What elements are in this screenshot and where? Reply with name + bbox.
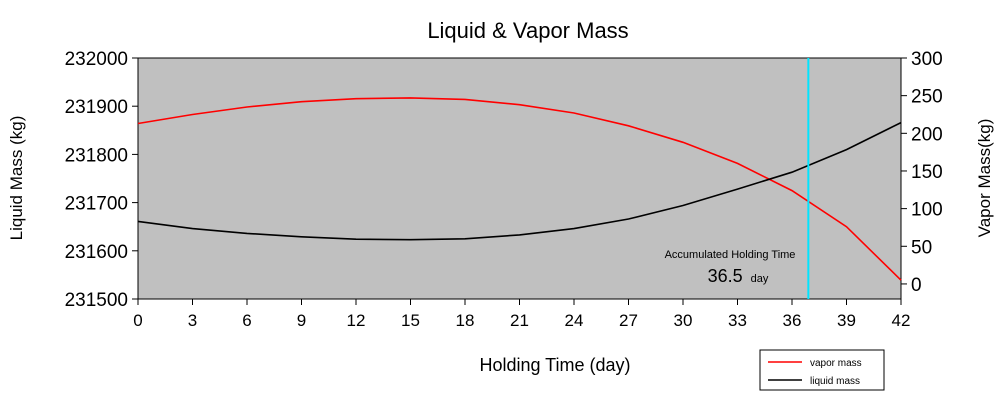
series-line-vapor-mass xyxy=(137,97,902,281)
legend-label-liquid: liquid mass xyxy=(810,376,860,387)
y-left-tick-label: 232000 xyxy=(65,49,128,70)
y-right-tick-label: 150 xyxy=(911,162,943,183)
series-layer xyxy=(137,97,902,281)
y-axis-right-label: Vapor Mass(kg) xyxy=(975,119,994,238)
x-tick-label: 15 xyxy=(401,311,420,330)
x-tick-label: 12 xyxy=(347,311,366,330)
legend-box xyxy=(759,349,885,391)
y-right-tick-label: 250 xyxy=(911,87,943,108)
x-tick-label: 30 xyxy=(674,311,693,330)
x-tick-label: 6 xyxy=(242,311,251,330)
x-tick-label: 3 xyxy=(188,311,197,330)
y-left-tick-label: 231500 xyxy=(65,290,128,311)
x-tick-label: 24 xyxy=(565,311,584,330)
chart-title: Liquid & Vapor Mass xyxy=(427,18,628,43)
y-right-tick-label: 200 xyxy=(911,124,943,145)
y-right-tick-label: 300 xyxy=(911,49,943,70)
x-tick-label: 36 xyxy=(783,311,802,330)
y-right-tick-label: 0 xyxy=(911,275,922,296)
x-tick-label: 33 xyxy=(728,311,747,330)
series-line-liquid-mass xyxy=(137,121,902,241)
annotation-value-line: 36.5 day xyxy=(708,266,769,286)
x-tick-label: 21 xyxy=(510,311,529,330)
annotation-value: 36.5 xyxy=(708,266,743,286)
x-tick-label: 39 xyxy=(837,311,856,330)
annotation-unit: day xyxy=(751,273,769,285)
x-tick-label: 9 xyxy=(297,311,306,330)
x-axis-label: Holding Time (day) xyxy=(479,355,630,375)
y-axis-left-label: Liquid Mass (kg) xyxy=(7,116,26,241)
axes-layer: 0 3 6 9 12 15 18 21 24 27 30 33 36 39 4223150023160023… xyxy=(65,49,943,330)
y-right-tick-label: 100 xyxy=(911,200,943,221)
legend-label-vapor: vapor mass xyxy=(810,358,862,369)
plot-area xyxy=(137,57,902,300)
y-right-tick-label: 50 xyxy=(911,237,932,258)
x-tick-label: 18 xyxy=(456,311,475,330)
x-tick-label: 0 xyxy=(133,311,142,330)
x-tick-label: 27 xyxy=(619,311,638,330)
y-left-tick-label: 231600 xyxy=(65,242,128,263)
annotation-label: Accumulated Holding Time xyxy=(665,249,796,261)
y-left-tick-label: 231900 xyxy=(65,97,128,118)
y-left-tick-label: 231700 xyxy=(65,194,128,215)
x-tick-label: 42 xyxy=(892,311,911,330)
legend: vapor mass liquid mass xyxy=(759,349,885,391)
y-left-tick-label: 231800 xyxy=(65,145,128,166)
